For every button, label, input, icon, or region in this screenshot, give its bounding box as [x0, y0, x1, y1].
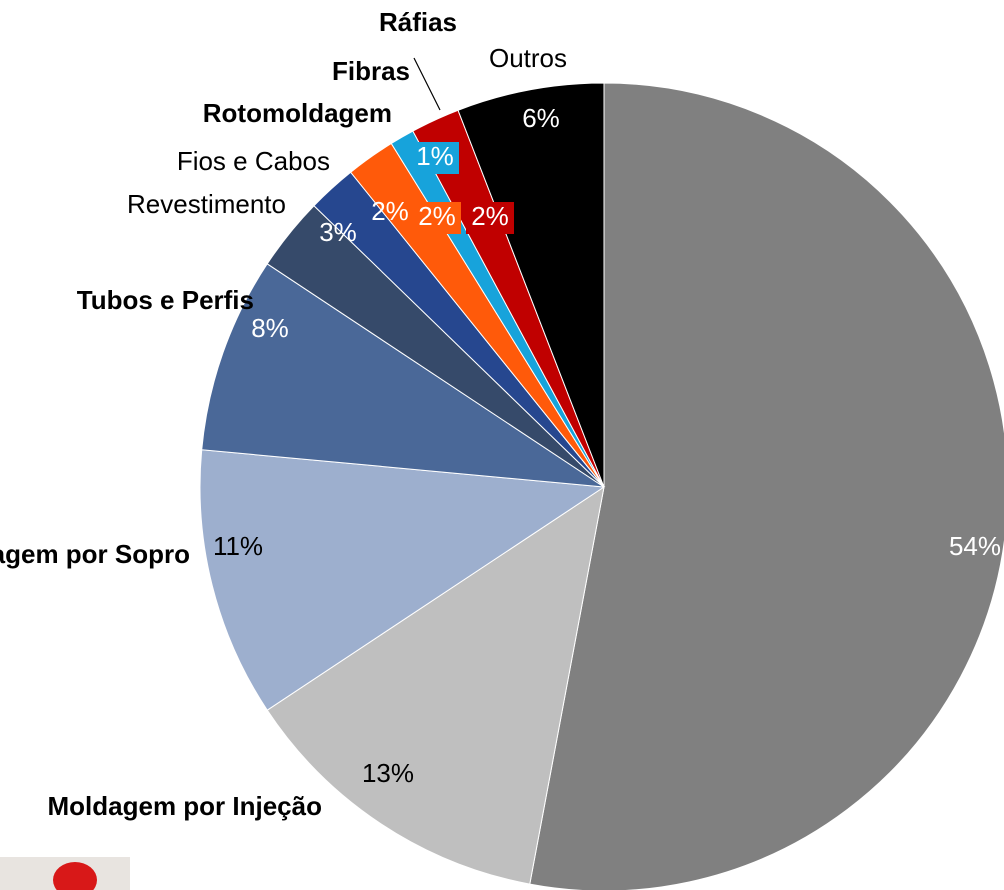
chart: 54% 13% Moldagem por Injeção 11% Moldagem po… [0, 0, 1004, 890]
category-label: Tubos e Perfis [77, 285, 254, 315]
value-label: 6% [522, 103, 560, 133]
value-label: 3% [319, 217, 357, 247]
category-label: Outros [489, 43, 567, 73]
value-label: 2% [471, 201, 509, 231]
category-label: Ráfias [379, 7, 457, 37]
value-label: 11% [213, 531, 263, 561]
value-label: 2% [418, 201, 456, 231]
category-label: Fibras [332, 56, 410, 86]
category-label: Moldagem por Sopro [0, 539, 190, 569]
value-label: 13% [362, 758, 414, 788]
category-label: Rotomoldagem [203, 98, 392, 128]
value-label: 54% [949, 531, 1001, 561]
category-label: Moldagem por Injeção [48, 791, 323, 821]
category-label: Fios e Cabos [177, 146, 330, 176]
value-label: 1% [416, 141, 454, 171]
value-label: 2% [371, 196, 409, 226]
leader-line [414, 58, 440, 110]
pie [200, 83, 1004, 890]
category-label: Revestimento [127, 189, 286, 219]
value-label: 8% [251, 313, 289, 343]
